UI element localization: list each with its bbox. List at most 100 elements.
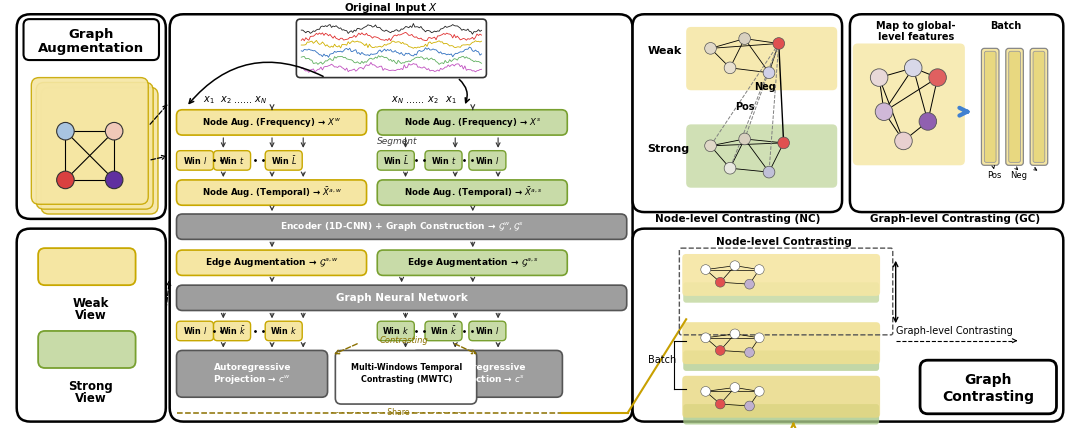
FancyBboxPatch shape [683,376,880,418]
Circle shape [704,42,716,54]
Text: $x_2$: $x_2$ [220,94,232,106]
Circle shape [715,399,725,409]
FancyBboxPatch shape [633,229,1064,422]
FancyBboxPatch shape [296,19,486,77]
FancyBboxPatch shape [176,151,214,170]
Circle shape [875,103,893,120]
FancyBboxPatch shape [684,282,879,303]
FancyBboxPatch shape [1034,51,1044,162]
FancyBboxPatch shape [170,14,633,422]
FancyBboxPatch shape [684,351,879,371]
Text: Projection → $c^s$: Projection → $c^s$ [449,373,525,386]
Text: Strong: Strong [68,380,113,393]
Text: View: View [75,392,107,405]
FancyBboxPatch shape [982,48,999,165]
Circle shape [904,59,922,77]
Text: Win $\bar{k}$: Win $\bar{k}$ [430,324,457,337]
FancyBboxPatch shape [411,351,563,397]
Text: $x_N$: $x_N$ [254,94,267,106]
Text: Graph: Graph [964,373,1012,386]
Text: Node-level Contrasting (NC): Node-level Contrasting (NC) [656,214,821,224]
FancyBboxPatch shape [1005,48,1024,165]
FancyBboxPatch shape [266,151,302,170]
Text: Map to global-: Map to global- [876,21,956,31]
Text: Contrasting (MWTC): Contrasting (MWTC) [361,375,453,384]
Text: Win $t$: Win $t$ [431,155,456,166]
Text: Win $\bar{L}$: Win $\bar{L}$ [271,154,297,167]
FancyBboxPatch shape [38,331,136,368]
Circle shape [730,261,740,270]
Text: Edge Augmentation → $\mathcal{G}^{a,w}$: Edge Augmentation → $\mathcal{G}^{a,w}$ [205,256,339,269]
FancyBboxPatch shape [1009,51,1021,162]
Text: Pos: Pos [987,170,1001,179]
Circle shape [106,171,123,189]
FancyBboxPatch shape [469,151,505,170]
Text: Contrasting: Contrasting [942,390,1035,404]
Circle shape [744,348,755,357]
Text: Edge Augmentation → $\mathcal{G}^{a,s}$: Edge Augmentation → $\mathcal{G}^{a,s}$ [407,256,539,269]
Text: Neg: Neg [755,82,777,92]
Circle shape [739,133,751,145]
Circle shape [755,333,765,343]
Circle shape [730,383,740,392]
Text: Win $l$: Win $l$ [183,155,207,166]
Text: Win $\bar{k}$: Win $\bar{k}$ [218,324,245,337]
FancyBboxPatch shape [266,321,302,341]
FancyBboxPatch shape [686,125,837,188]
Text: Win $k$: Win $k$ [382,325,409,336]
Text: Win $t$: Win $t$ [219,155,245,166]
Text: Win $l$: Win $l$ [475,325,499,336]
Circle shape [744,279,755,289]
Text: Node Aug. (Temporal) → $\bar{X}^{a,s}$: Node Aug. (Temporal) → $\bar{X}^{a,s}$ [404,185,542,200]
Circle shape [755,265,765,274]
Text: $x_2$: $x_2$ [427,94,438,106]
FancyBboxPatch shape [24,19,159,60]
FancyBboxPatch shape [37,83,153,209]
Circle shape [701,333,711,343]
FancyBboxPatch shape [41,87,158,214]
Circle shape [701,386,711,396]
FancyBboxPatch shape [176,285,626,310]
Text: Win $\bar{L}$: Win $\bar{L}$ [382,154,409,167]
FancyBboxPatch shape [377,250,567,275]
FancyBboxPatch shape [1030,48,1048,165]
Text: Win $l$: Win $l$ [183,325,207,336]
FancyBboxPatch shape [16,14,166,219]
Text: Batch: Batch [648,355,676,365]
Circle shape [919,113,936,130]
FancyBboxPatch shape [683,254,880,296]
Circle shape [701,265,711,274]
Text: Node Aug. (Frequency) → $X^w$: Node Aug. (Frequency) → $X^w$ [202,116,341,129]
Circle shape [894,132,913,150]
Text: - - - - - - - - - - - Share - - - - - - - - - - -: - - - - - - - - - - - Share - - - - - - … [332,408,467,417]
FancyBboxPatch shape [684,404,879,425]
Circle shape [755,386,765,396]
Text: ......: ...... [233,95,252,105]
FancyBboxPatch shape [38,248,136,285]
Circle shape [744,401,755,411]
FancyBboxPatch shape [214,151,251,170]
Text: Node Aug. (Temporal) → $\bar{X}^{a,w}$: Node Aug. (Temporal) → $\bar{X}^{a,w}$ [202,185,342,200]
FancyBboxPatch shape [426,321,462,341]
Text: Weak: Weak [72,297,109,310]
Circle shape [764,166,774,178]
Circle shape [725,162,735,174]
FancyBboxPatch shape [31,77,148,204]
FancyBboxPatch shape [683,322,880,364]
Text: level features: level features [878,32,955,42]
FancyBboxPatch shape [336,351,476,404]
Text: Batch: Batch [990,21,1022,31]
FancyBboxPatch shape [377,151,415,170]
FancyBboxPatch shape [176,321,214,341]
Circle shape [929,69,946,86]
Circle shape [730,329,740,339]
Text: Neg: Neg [1010,170,1027,179]
FancyBboxPatch shape [176,110,366,135]
FancyBboxPatch shape [633,14,842,212]
Text: Win $l$: Win $l$ [475,155,499,166]
Text: Node-level Contrasting: Node-level Contrasting [716,237,851,247]
Text: $x_1$: $x_1$ [203,94,215,106]
Text: $x_N$: $x_N$ [391,94,404,106]
FancyBboxPatch shape [377,180,567,205]
Text: Win $k$: Win $k$ [270,325,297,336]
